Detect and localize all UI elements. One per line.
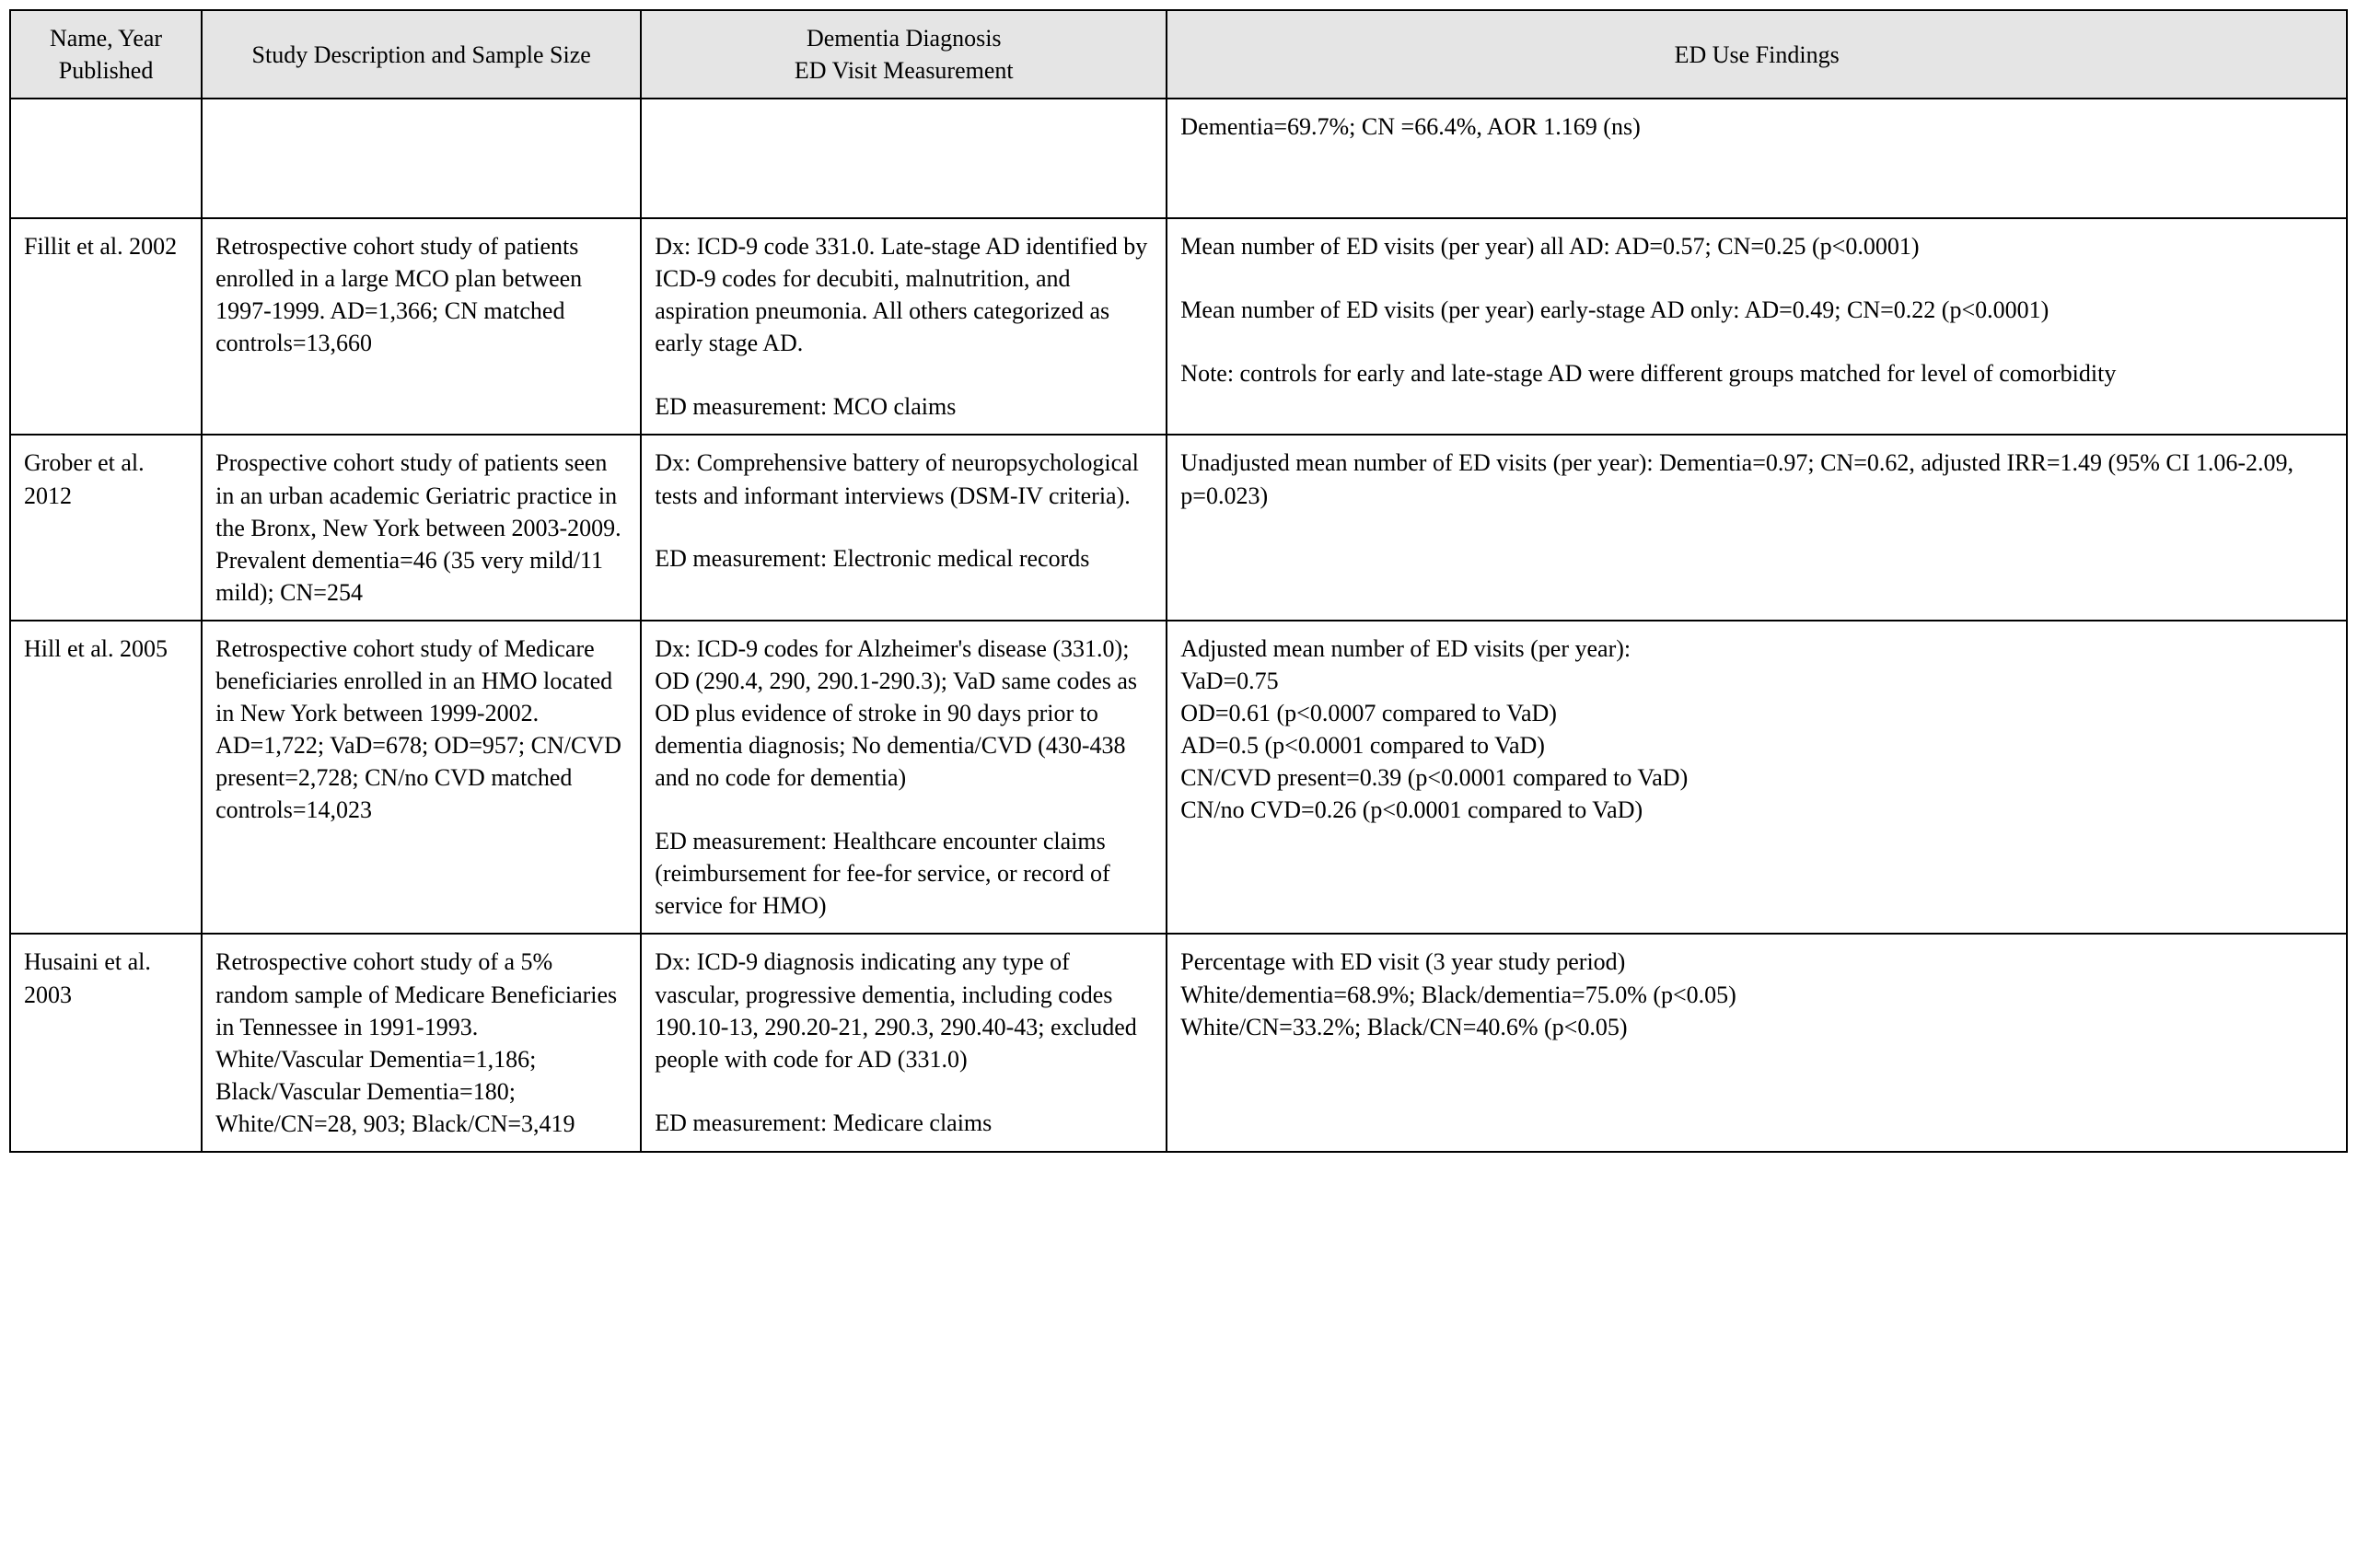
- cell-diagnosis: [641, 99, 1167, 218]
- diagnosis-text: Dx: Comprehensive battery of neuropsycho…: [655, 447, 1153, 511]
- cell-diagnosis: Dx: ICD-9 codes for Alzheimer's disease …: [641, 621, 1167, 935]
- findings-text: Adjusted mean number of ED visits (per y…: [1180, 633, 2333, 665]
- cell-description: Retrospective cohort study of Medicare b…: [202, 621, 641, 935]
- findings-text: Note: controls for early and late-stage …: [1180, 357, 2333, 389]
- description-text: Retrospective cohort study of Medicare b…: [215, 633, 627, 827]
- findings-text: Dementia=69.7%; CN =66.4%, AOR 1.169 (ns…: [1180, 110, 2333, 143]
- cell-findings: Percentage with ED visit (3 year study p…: [1167, 934, 2347, 1152]
- cell-name: Fillit et al. 2002: [10, 218, 202, 435]
- cell-findings: Adjusted mean number of ED visits (per y…: [1167, 621, 2347, 935]
- header-ed-use-findings: ED Use Findings: [1167, 10, 2347, 99]
- cell-name: Hill et al. 2005: [10, 621, 202, 935]
- findings-text: Percentage with ED visit (3 year study p…: [1180, 946, 2333, 978]
- cell-name: Grober et al. 2012: [10, 435, 202, 620]
- description-text: Retrospective cohort study of patients e…: [215, 230, 627, 359]
- table-row: Husaini et al. 2003 Retrospective cohort…: [10, 934, 2347, 1152]
- findings-text: VaD=0.75: [1180, 665, 2333, 697]
- findings-text: White/dementia=68.9%; Black/dementia=75.…: [1180, 979, 2333, 1011]
- table-row: Fillit et al. 2002 Retrospective cohort …: [10, 218, 2347, 435]
- findings-text: CN/no CVD=0.26 (p<0.0001 compared to VaD…: [1180, 794, 2333, 826]
- ed-measurement-text: ED measurement: MCO claims: [655, 390, 1153, 423]
- findings-text: Mean number of ED visits (per year) all …: [1180, 230, 2333, 262]
- header-dementia-diagnosis: Dementia Diagnosis ED Visit Measurement: [641, 10, 1167, 99]
- ed-measurement-text: ED measurement: Electronic medical recor…: [655, 542, 1153, 575]
- findings-text: White/CN=33.2%; Black/CN=40.6% (p<0.05): [1180, 1011, 2333, 1043]
- cell-description: Retrospective cohort study of patients e…: [202, 218, 641, 435]
- cell-findings: Dementia=69.7%; CN =66.4%, AOR 1.169 (ns…: [1167, 99, 2347, 218]
- cell-diagnosis: Dx: ICD-9 diagnosis indicating any type …: [641, 934, 1167, 1152]
- ed-measurement-text: ED measurement: Healthcare encounter cla…: [655, 825, 1153, 922]
- findings-text: OD=0.61 (p<0.0007 compared to VaD): [1180, 697, 2333, 729]
- diagnosis-text: Dx: ICD-9 code 331.0. Late-stage AD iden…: [655, 230, 1153, 359]
- findings-text: Unadjusted mean number of ED visits (per…: [1180, 447, 2333, 511]
- diagnosis-text: Dx: ICD-9 codes for Alzheimer's disease …: [655, 633, 1153, 794]
- findings-text: AD=0.5 (p<0.0001 compared to VaD): [1180, 729, 2333, 761]
- header-study-description: Study Description and Sample Size: [202, 10, 641, 99]
- table-header-row: Name, Year Published Study Description a…: [10, 10, 2347, 99]
- header-name-year: Name, Year Published: [10, 10, 202, 99]
- cell-diagnosis: Dx: ICD-9 code 331.0. Late-stage AD iden…: [641, 218, 1167, 435]
- table-row: Hill et al. 2005 Retrospective cohort st…: [10, 621, 2347, 935]
- ed-measurement-text: ED measurement: Medicare claims: [655, 1107, 1153, 1139]
- table-row: Dementia=69.7%; CN =66.4%, AOR 1.169 (ns…: [10, 99, 2347, 218]
- findings-text: CN/CVD present=0.39 (p<0.0001 compared t…: [1180, 761, 2333, 794]
- description-text: Prospective cohort study of patients see…: [215, 447, 627, 608]
- cell-diagnosis: Dx: Comprehensive battery of neuropsycho…: [641, 435, 1167, 620]
- cell-name: Husaini et al. 2003: [10, 934, 202, 1152]
- cell-findings: Unadjusted mean number of ED visits (per…: [1167, 435, 2347, 620]
- study-summary-table: Name, Year Published Study Description a…: [9, 9, 2348, 1153]
- cell-description: Retrospective cohort study of a 5% rando…: [202, 934, 641, 1152]
- diagnosis-text: Dx: ICD-9 diagnosis indicating any type …: [655, 946, 1153, 1074]
- cell-name: [10, 99, 202, 218]
- findings-text: Mean number of ED visits (per year) earl…: [1180, 294, 2333, 326]
- cell-findings: Mean number of ED visits (per year) all …: [1167, 218, 2347, 435]
- cell-description: [202, 99, 641, 218]
- description-text: Retrospective cohort study of a 5% rando…: [215, 946, 627, 1140]
- cell-description: Prospective cohort study of patients see…: [202, 435, 641, 620]
- table-row: Grober et al. 2012 Prospective cohort st…: [10, 435, 2347, 620]
